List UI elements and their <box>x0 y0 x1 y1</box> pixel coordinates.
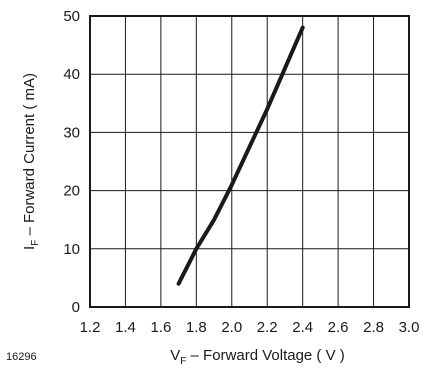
plot-frame <box>89 15 410 308</box>
x-tick-label: 2.4 <box>292 319 313 336</box>
y-tick-labels: 0 10 20 30 40 50 <box>63 8 80 316</box>
y-tick-label: 10 <box>63 241 80 258</box>
x-tick-label: 2.6 <box>328 319 349 336</box>
x-tick-label: 2.0 <box>221 319 242 336</box>
figure-id: 16296 <box>6 351 37 363</box>
y-tick-label: 0 <box>72 299 80 316</box>
y-tick-label: 40 <box>63 66 80 83</box>
x-tick-label: 1.4 <box>115 319 136 336</box>
y-tick-label: 50 <box>63 8 80 25</box>
x-tick-label: 3.0 <box>399 319 420 336</box>
forward-current-curve <box>176 25 305 286</box>
x-axis-label: VF – Forward Voltage ( V ) <box>170 347 345 367</box>
x-tick-label: 1.6 <box>150 319 171 336</box>
chart-grid <box>89 15 410 308</box>
y-tick-label: 30 <box>63 124 80 141</box>
x-tick-labels: 1.2 1.4 1.6 1.8 2.0 2.2 2.4 2.6 2.8 3.0 <box>80 319 420 336</box>
x-tick-label: 1.2 <box>80 319 101 336</box>
x-tick-label: 1.8 <box>186 319 207 336</box>
x-tick-label: 2.2 <box>257 319 278 336</box>
y-tick-label: 20 <box>63 183 80 200</box>
y-axis-label: IF – Forward Current ( mA) <box>21 73 41 250</box>
chart-series <box>176 25 305 286</box>
x-tick-label: 2.8 <box>363 319 384 336</box>
